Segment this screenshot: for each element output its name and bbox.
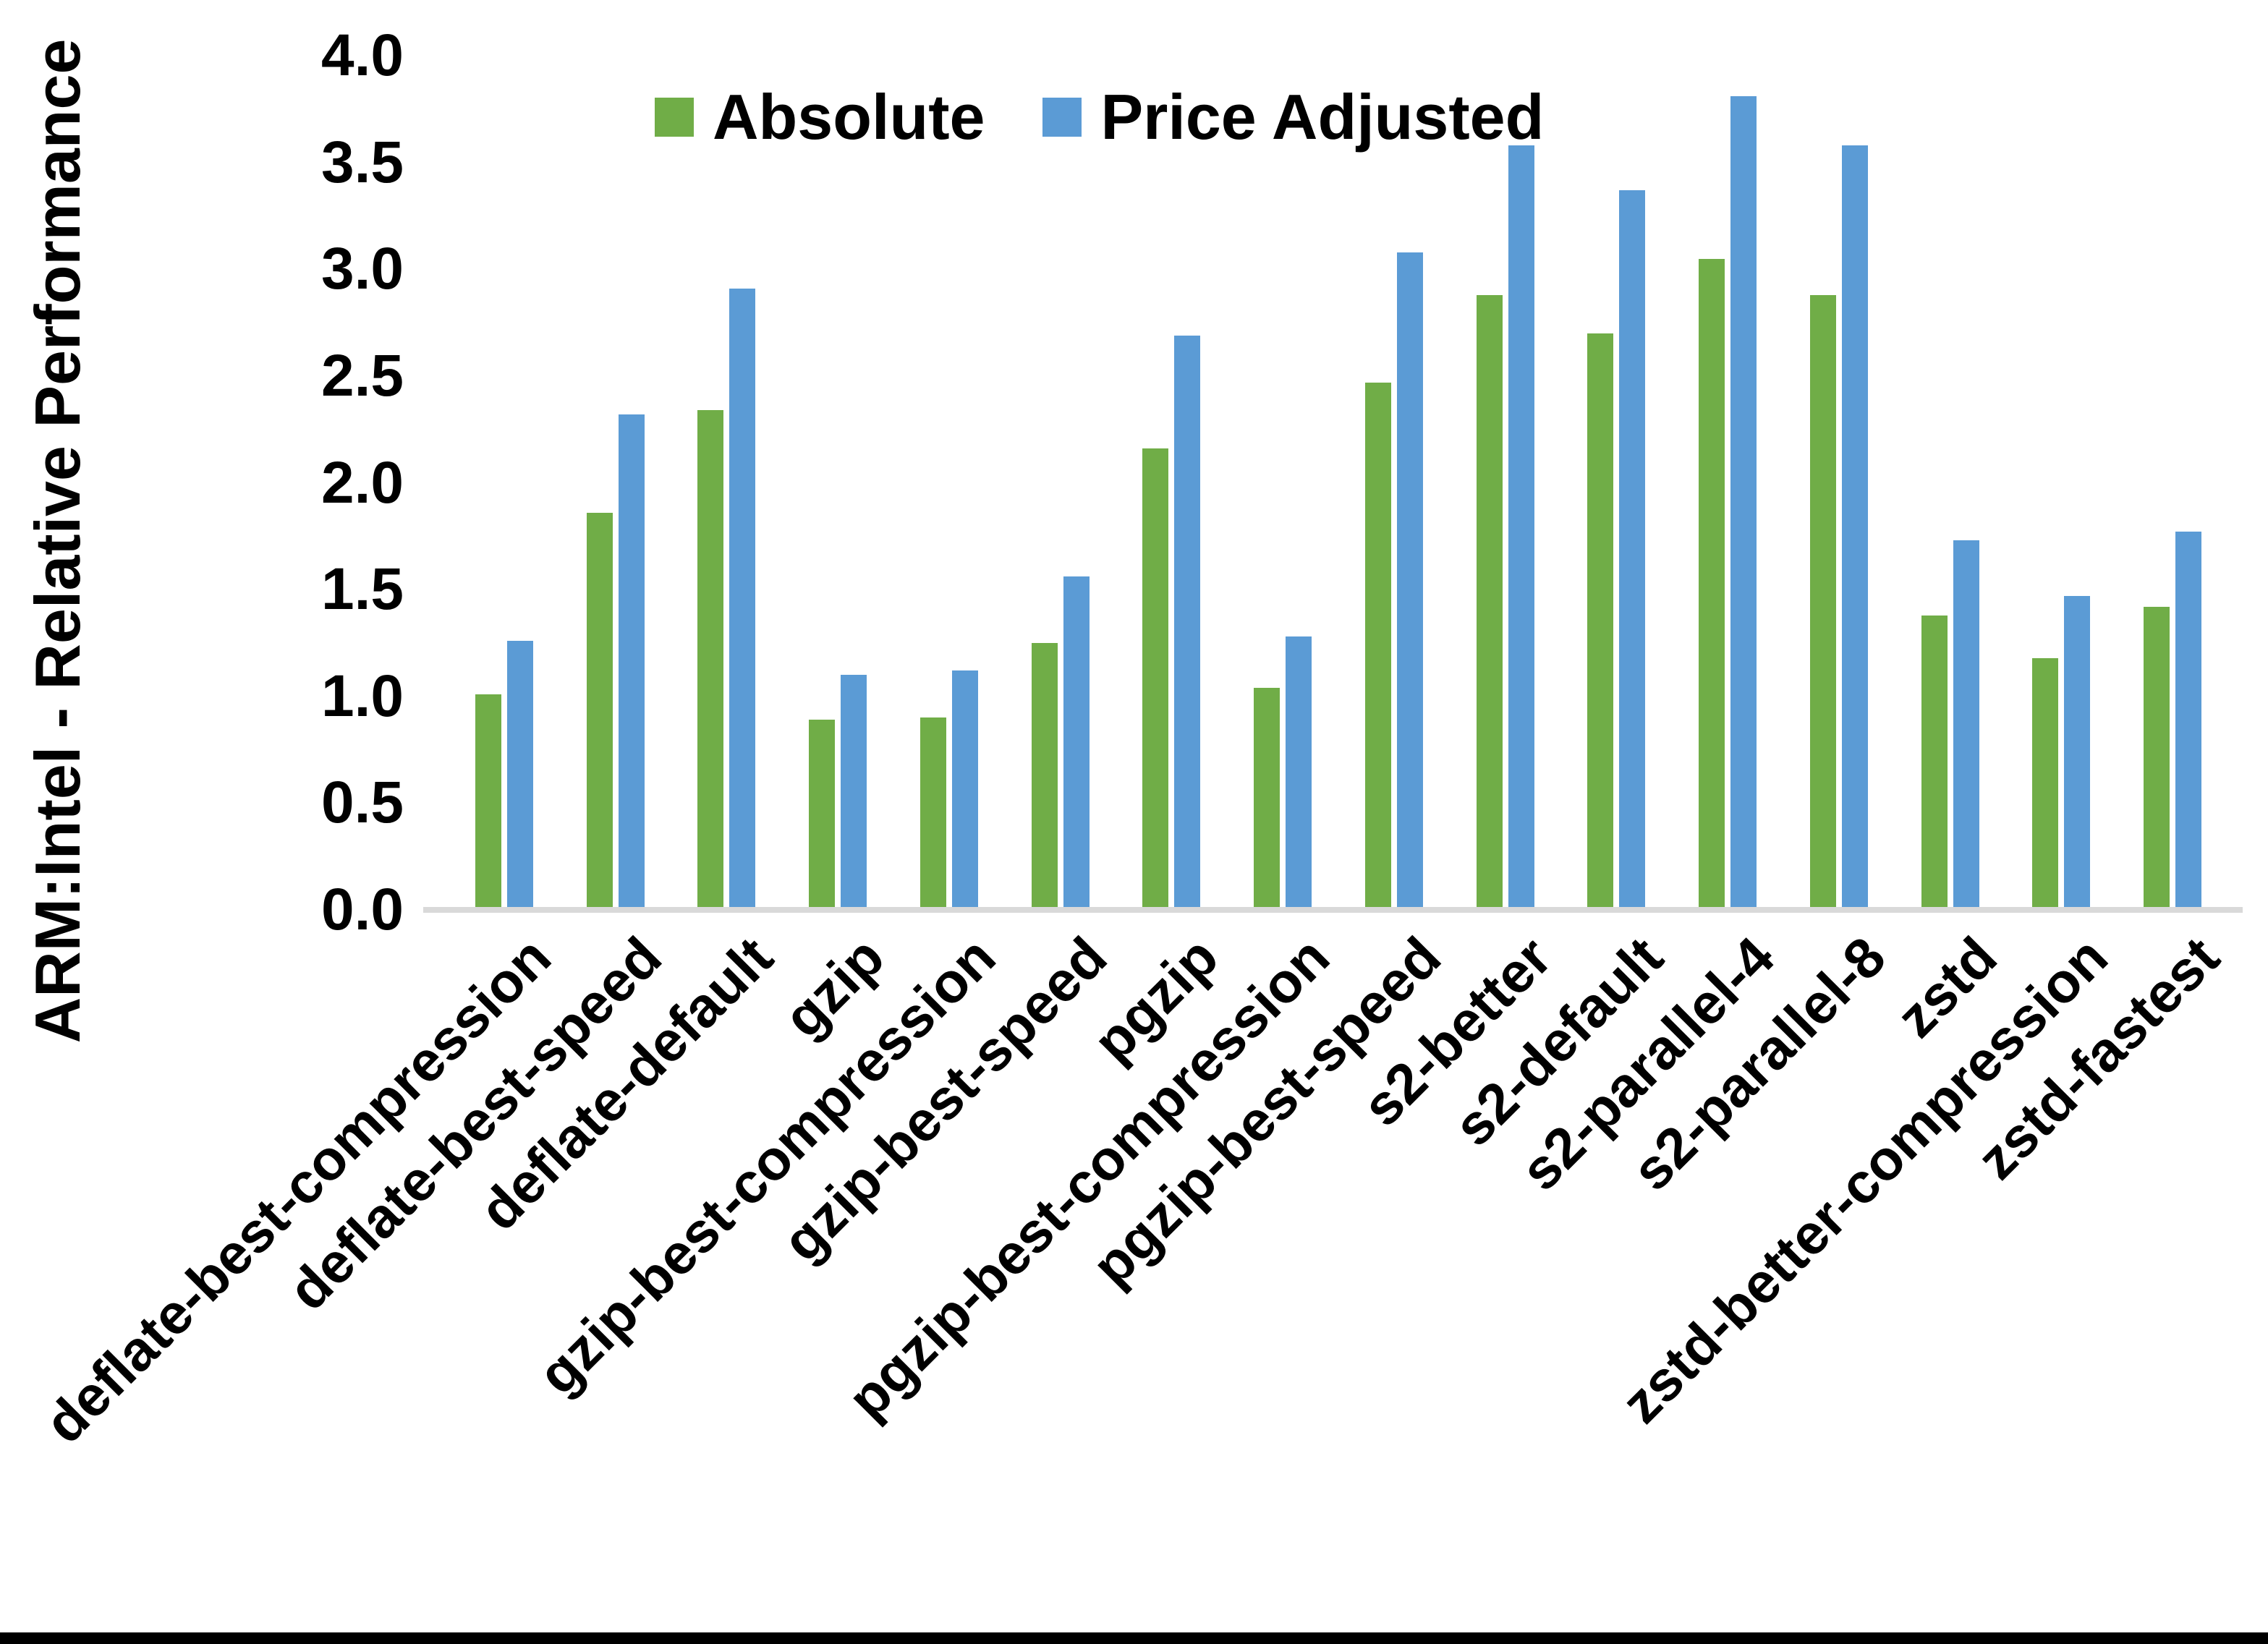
bar-absolute: [1364, 382, 1391, 910]
bar-price-adjusted: [506, 641, 533, 910]
bar-group: [782, 56, 893, 910]
bar-absolute: [2144, 606, 2170, 910]
bar-group: [1450, 56, 1561, 910]
bar-absolute: [1699, 258, 1725, 910]
bar-absolute: [1254, 687, 1280, 910]
bar-absolute: [586, 512, 613, 910]
y-tick-label: 0.0: [321, 877, 404, 942]
y-tick-label: 4.0: [321, 22, 404, 88]
bar-absolute: [1142, 448, 1169, 910]
bar-group: [2006, 56, 2118, 910]
legend-item-absolute: Absolute: [655, 85, 985, 149]
bar-absolute: [2032, 657, 2059, 910]
bar-group: [1783, 56, 1895, 910]
y-tick-label: 3.0: [321, 236, 404, 302]
bar-group: [449, 56, 560, 910]
price-adjusted-series-swatch-icon: [1042, 98, 1082, 137]
legend-item-price-adjusted: Price Adjusted: [1042, 85, 1544, 149]
y-tick-label: 3.5: [321, 129, 404, 195]
bar-price-adjusted: [1953, 540, 1979, 910]
bar-absolute: [919, 717, 946, 910]
bar-group: [1005, 56, 1116, 910]
bar-group: [671, 56, 783, 910]
bar-absolute: [1921, 615, 1948, 910]
bar-price-adjusted: [729, 288, 756, 910]
bar-absolute: [697, 410, 724, 910]
y-tick-label: 0.5: [321, 770, 404, 836]
bar-price-adjusted: [1619, 190, 1646, 910]
bar-absolute: [1476, 294, 1503, 910]
bar-absolute: [1809, 294, 1836, 910]
bar-price-adjusted: [1286, 636, 1312, 910]
bar-price-adjusted: [841, 675, 867, 910]
bar-price-adjusted: [1730, 96, 1757, 910]
bar-price-adjusted: [618, 414, 645, 910]
bar-group: [1338, 56, 1450, 910]
x-axis-line: [423, 907, 2243, 913]
legend-label-price-adjusted: Price Adjusted: [1100, 81, 1545, 153]
bar-price-adjusted: [1063, 576, 1090, 910]
bar-price-adjusted: [1174, 335, 1201, 910]
y-tick-label: 1.0: [321, 663, 404, 729]
bar-group: [560, 56, 671, 910]
absolute-series-swatch-icon: [655, 98, 694, 137]
bar-group: [1672, 56, 1783, 910]
plot-area: [449, 56, 2228, 910]
bar-price-adjusted: [2064, 595, 2091, 910]
bar-price-adjusted: [2175, 532, 2202, 910]
bar-absolute: [809, 720, 836, 910]
bar-group: [2117, 56, 2228, 910]
bar-absolute: [1031, 642, 1058, 910]
bar-group: [1561, 56, 1673, 910]
bar-price-adjusted: [1396, 252, 1423, 910]
bar-price-adjusted: [1508, 145, 1534, 910]
bar-price-adjusted: [1841, 145, 1868, 910]
bar-group: [893, 56, 1005, 910]
legend: Absolute Price Adjusted: [655, 85, 1544, 149]
bar-absolute: [475, 694, 501, 910]
y-tick-label: 1.5: [321, 556, 404, 623]
legend-label-absolute: Absolute: [713, 81, 985, 153]
y-tick-label: 2.5: [321, 342, 404, 409]
bottom-border: [0, 1632, 2268, 1644]
bar-group: [1895, 56, 2006, 910]
bar-group: [1227, 56, 1338, 910]
bar-group: [1116, 56, 1228, 910]
y-tick-label: 2.0: [321, 449, 404, 516]
bar-absolute: [1587, 333, 1614, 910]
bar-price-adjusted: [951, 670, 978, 910]
y-axis-title: ARM:Intel - Relative Performance: [22, 38, 93, 1044]
